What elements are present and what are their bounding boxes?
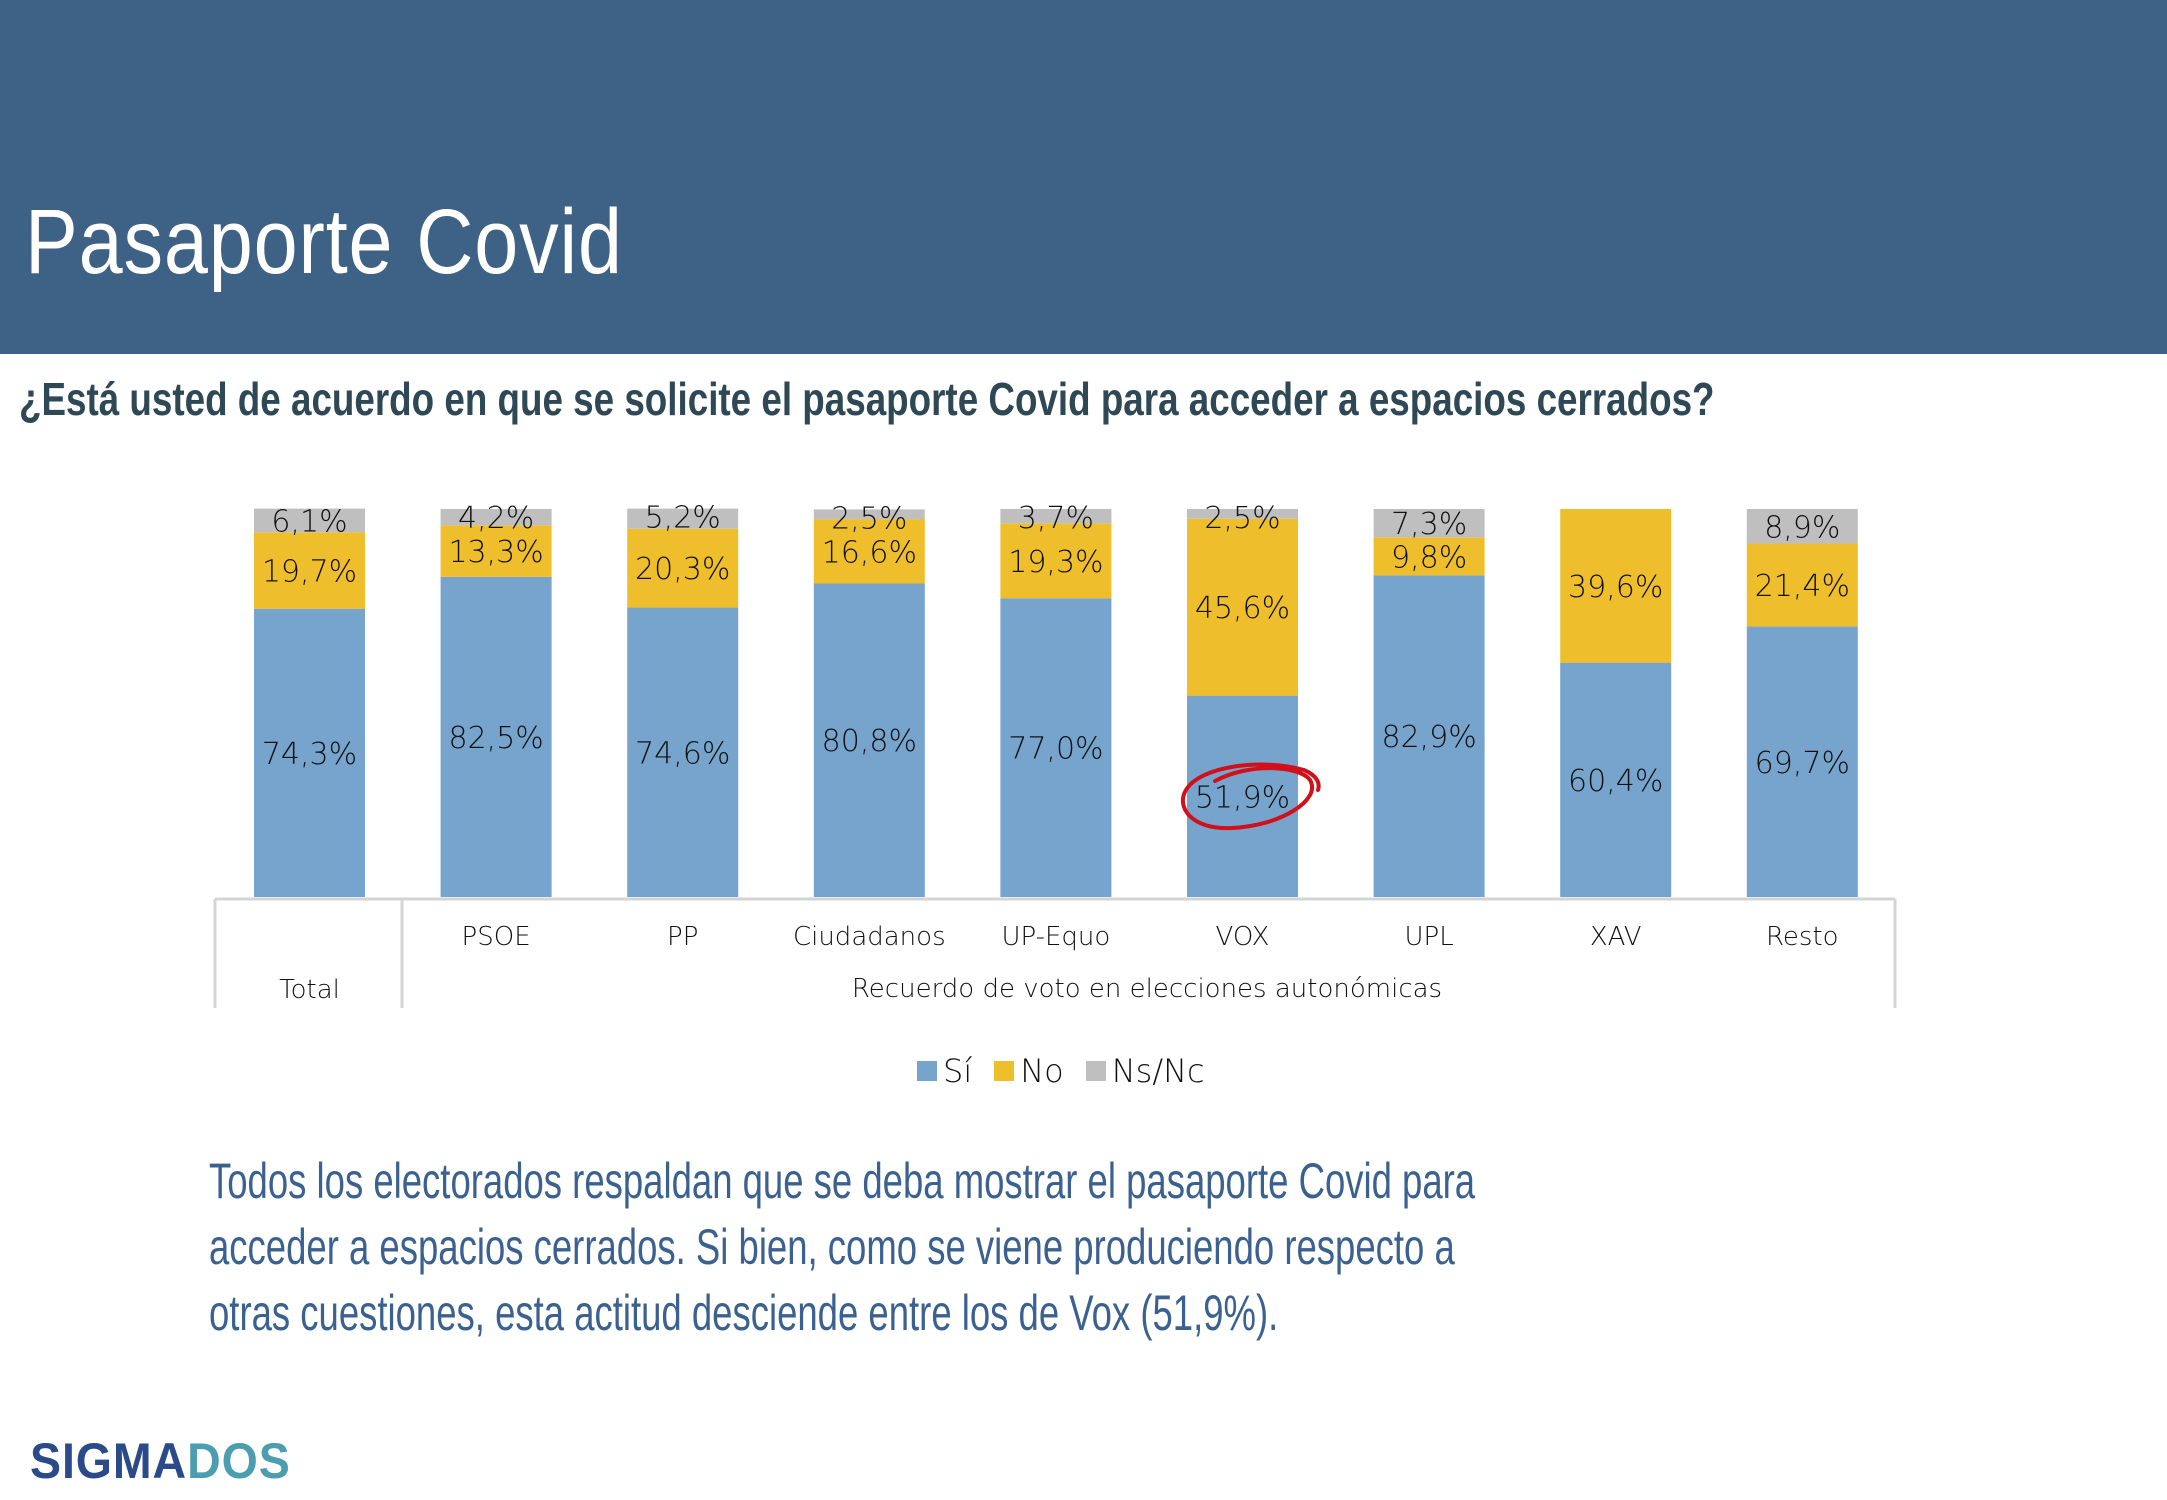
category-label-ciudadanos: Ciudadanos [793, 922, 946, 952]
data-label-pp-ns-nc: 5,2% [645, 501, 721, 536]
legend-swatch-nsnc [1085, 1061, 1106, 1081]
bar-up-equo-no [1000, 523, 1112, 599]
bar-xav-no [1560, 509, 1672, 663]
data-label-pp-s: 74,6% [635, 736, 730, 771]
data-label-ciudadanos-no: 16,6% [822, 535, 917, 570]
legend-label-no: No [1020, 1052, 1064, 1090]
page-title: Pasaporte Covid [25, 191, 623, 293]
data-label-ciudadanos-ns-nc: 2,5% [831, 501, 907, 536]
survey-question: ¿Está usted de acuerdo en que se solicit… [19, 373, 1715, 425]
data-label-total-ns-nc: 6,1% [271, 504, 347, 539]
data-label-ciudadanos-s: 80,8% [822, 724, 917, 759]
data-label-vox-no: 45,6% [1195, 591, 1290, 626]
data-label-vox-ns-nc: 2,5% [1204, 501, 1280, 536]
bar-vox-s [1187, 695, 1298, 897]
vox-highlight-annotation [1180, 762, 1321, 831]
data-label-pp-no: 20,3% [635, 552, 730, 587]
legend-label-si: Sí [943, 1052, 973, 1090]
legend-label-nsnc: Ns/Nc [1111, 1052, 1205, 1090]
bar-resto-ns-nc [1746, 509, 1858, 544]
category-label-upl: UPL [1404, 922, 1453, 952]
bar-pp-s [627, 607, 739, 897]
bar-ciudadanos-s [813, 583, 925, 897]
data-label-up-equo-ns-nc: 3,7% [1018, 501, 1094, 536]
bar-pp-no [627, 528, 739, 608]
data-label-up-equo-s: 77,0% [1008, 732, 1103, 767]
data-label-total-no: 19,7% [262, 554, 357, 589]
bar-xav-s [1560, 662, 1672, 897]
legend-swatch-si [917, 1061, 937, 1081]
conclusion-line-1: Todos los electorados respaldan que se d… [209, 1153, 1476, 1209]
category-label-pp: PP [667, 922, 698, 952]
bar-pp-ns-nc [627, 508, 739, 529]
bar-psoe-no [440, 525, 552, 577]
bar-up-equo-ns-nc [1000, 509, 1112, 524]
conclusion-line-2: acceder a espacios cerrados. Si bien, co… [209, 1219, 1455, 1275]
category-label-vox: VOX [1216, 922, 1270, 952]
data-label-upl-no: 9,8% [1391, 540, 1467, 575]
bar-upl-no [1373, 537, 1485, 576]
conclusion-line-3: otras cuestiones, esta actitud desciende… [209, 1285, 1279, 1341]
category-labels-layer: Total PSOE PP Ciudadanos UP-Equo VOX UPL XAV Res… [279, 922, 1838, 1005]
bar-psoe-ns-nc [440, 509, 552, 526]
data-label-total-s: 74,3% [262, 737, 357, 772]
header-banner: Pasaporte Covid [0, 0, 2167, 354]
category-label-total: Total [279, 975, 340, 1005]
bar-vox-no [1187, 518, 1298, 696]
legend-swatch-no [994, 1061, 1015, 1081]
bar-ciudadanos-ns-nc [813, 509, 925, 520]
bar-total-ns-nc [254, 508, 365, 533]
logo-part-sigma: SIGMA [30, 1433, 188, 1489]
data-label-upl-s: 82,9% [1381, 720, 1476, 755]
legend-item-nsnc: Ns/Nc [1085, 1052, 1205, 1090]
data-label-psoe-ns-nc: 4,2% [458, 501, 534, 536]
category-table [213, 897, 1897, 1008]
data-label-resto-ns-nc: 8,9% [1764, 510, 1840, 545]
bars-layer [254, 508, 1858, 897]
category-label-resto: Resto [1766, 922, 1839, 952]
bar-resto-no [1746, 543, 1858, 627]
bar-upl-s [1373, 575, 1485, 897]
data-label-resto-s: 69,7% [1755, 746, 1850, 781]
bar-vox-ns-nc [1187, 509, 1298, 519]
bar-resto-s [1746, 626, 1858, 897]
data-label-xav-s: 60,4% [1568, 764, 1663, 799]
sigmados-logo: SIGMADOS [30, 1432, 291, 1490]
group-label-voto: Recuerdo de voto en elecciones autonómic… [852, 974, 1442, 1004]
chart-legend: Sí No Ns/Nc [917, 1052, 1227, 1090]
data-labels-layer: 74,3% 19,7% 6,1% 82,5% 13,3%4,2% 74,6% 20,3% 5,… [262, 501, 1850, 816]
logo-part-dos: DOS [187, 1433, 291, 1489]
data-label-psoe-s: 82,5% [448, 721, 543, 756]
bar-total-s [254, 608, 365, 897]
conclusion-text: Todos los electorados respaldan que se d… [209, 1148, 1961, 1346]
data-label-resto-no: 21,4% [1755, 569, 1850, 604]
legend-item-no: No [994, 1052, 1064, 1090]
bar-ciudadanos-no [813, 519, 925, 584]
data-label-up-equo-no: 19,3% [1008, 545, 1103, 580]
bar-upl-ns-nc [1373, 509, 1485, 538]
data-label-psoe-no: 13,3% [448, 535, 543, 570]
legend-item-si: Sí [917, 1052, 972, 1090]
bar-total-no [254, 532, 365, 609]
data-label-xav-no: 39,6% [1568, 570, 1663, 605]
bar-up-equo-s [1000, 598, 1112, 897]
data-label-upl-ns-nc: 7,3% [1391, 507, 1467, 542]
data-label-vox-s: 51,9% [1195, 780, 1290, 815]
category-label-psoe: PSOE [462, 922, 531, 952]
bar-psoe-s [440, 576, 552, 897]
category-label-up-equo: UP-Equo [1001, 922, 1110, 952]
category-label-xav: XAV [1590, 922, 1642, 952]
red-circle-annotation [1180, 762, 1321, 831]
